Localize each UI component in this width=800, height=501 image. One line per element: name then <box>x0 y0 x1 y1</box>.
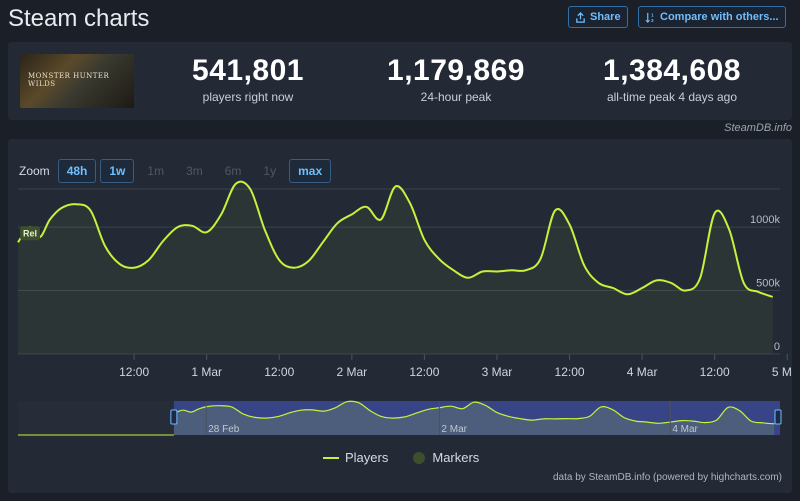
y-axis-labels: 0 500k 1000k <box>750 214 780 353</box>
legend-line-swatch <box>323 456 339 459</box>
steamdb-credit[interactable]: SteamDB.info <box>724 122 792 134</box>
navigator-handle[interactable] <box>170 409 178 425</box>
series-area-fill <box>18 181 773 354</box>
x-tick-label: 12:00 <box>409 365 439 379</box>
stat-value: 541,801 <box>192 54 304 87</box>
x-tick-label: 1 Mar <box>191 365 222 379</box>
x-tick-label: 12:00 <box>119 365 149 379</box>
legend-item-players[interactable]: Players <box>323 450 388 465</box>
x-tick-label: 4 Mar <box>627 365 658 379</box>
navigator-label: 2 Mar <box>441 424 467 435</box>
zoom-max-button[interactable]: max <box>289 159 332 183</box>
zoom-1y-button[interactable]: 1y <box>263 164 277 178</box>
game-cover-text: MONSTER HUNTER WILDS <box>28 72 110 88</box>
stat-all-time-peak: 1,384,608 all-time peak 4 days ago <box>582 54 762 104</box>
compare-label: Compare with others... <box>660 11 779 23</box>
game-cover-image[interactable]: MONSTER HUNTER WILDS <box>20 54 134 108</box>
legend-label: Markers <box>432 450 480 465</box>
y-tick-label: 0 <box>774 341 780 353</box>
chart-legend: Players Markers <box>323 450 479 465</box>
zoom-6m-button[interactable]: 6m <box>224 164 242 178</box>
marker-label: Rel <box>23 228 37 238</box>
stat-value: 1,384,608 <box>603 54 741 87</box>
svg-text:1: 1 <box>651 12 654 17</box>
sort-numeric-icon: 13 <box>645 12 654 23</box>
stat-value: 1,179,869 <box>387 54 525 87</box>
x-tick-label: 12:00 <box>264 365 294 379</box>
x-axis-labels: 12:00 1 Mar 12:00 2 Mar 12:00 3 Mar 12:00 4 Mar… <box>119 354 792 379</box>
stat-label: players right now <box>202 90 294 104</box>
x-tick-label: 3 Mar <box>482 365 513 379</box>
page-title: Steam charts <box>8 5 150 32</box>
share-icon <box>576 11 585 23</box>
stat-label: 24-hour peak <box>420 90 492 104</box>
marker-badge[interactable] <box>20 226 40 241</box>
x-tick-label: 5 Mar <box>772 365 792 379</box>
zoom-1w-button[interactable]: 1w <box>100 159 135 183</box>
navigator-selection[interactable] <box>173 401 780 435</box>
svg-text:3: 3 <box>651 18 654 23</box>
legend-label: Players <box>345 450 389 465</box>
y-tick-label: 500k <box>756 278 780 290</box>
navigator-line <box>173 400 775 425</box>
navigator-label: 28 Feb <box>208 424 240 435</box>
zoom-label: Zoom <box>19 164 50 178</box>
player-count-chart[interactable]: 0 500k 1000k 12:00 1 Mar 12:00 2 Mar 12:00 3 Ma… <box>8 139 792 493</box>
x-tick-label: 12:00 <box>555 365 585 379</box>
zoom-controls: Zoom 48h 1w 1m 3m 6m 1y max <box>19 159 332 183</box>
data-credit[interactable]: data by SteamDB.info (powered by highcha… <box>553 472 782 483</box>
navigator-label: 4 Mar <box>672 424 698 435</box>
zoom-3m-button[interactable]: 3m <box>186 164 203 178</box>
legend-item-markers[interactable]: Markers <box>412 450 479 465</box>
release-marker: Rel <box>20 226 40 241</box>
navigator-area <box>173 401 775 435</box>
stat-24h-peak: 1,179,869 24-hour peak <box>366 54 546 104</box>
y-tick-label: 1000k <box>750 214 780 226</box>
grid-lines <box>18 188 780 355</box>
series-line-players <box>17 180 774 298</box>
navigator-handle[interactable] <box>774 409 782 425</box>
stats-panel: MONSTER HUNTER WILDS 541,801 players rig… <box>8 42 792 120</box>
x-tick-label: 12:00 <box>700 365 730 379</box>
zoom-1m-button[interactable]: 1m <box>147 164 165 178</box>
x-tick-label: 2 Mar <box>336 365 367 379</box>
chart-panel: Zoom 48h 1w 1m 3m 6m 1y max 0 500k 1000k 1… <box>8 139 792 493</box>
share-label: Share <box>590 11 621 23</box>
zoom-48h-button[interactable]: 48h <box>57 159 97 183</box>
share-button[interactable]: Share <box>568 6 628 28</box>
stat-current-players: 541,801 players right now <box>158 54 338 104</box>
navigator: 28 Feb 2 Mar 4 Mar <box>18 400 782 436</box>
legend-marker-swatch <box>413 451 426 464</box>
stat-label: all-time peak 4 days ago <box>606 90 738 104</box>
